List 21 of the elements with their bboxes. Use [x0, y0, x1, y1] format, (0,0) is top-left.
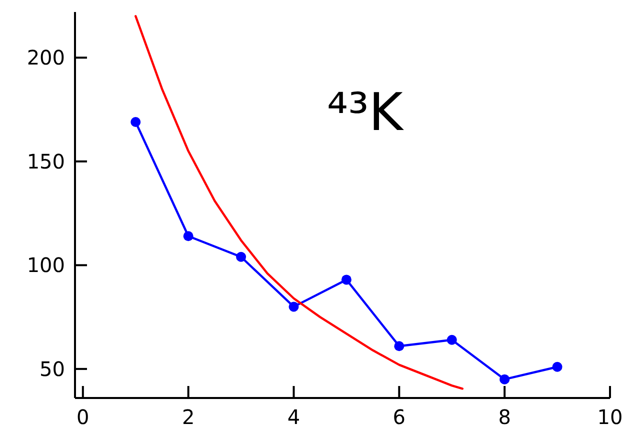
point [236, 252, 246, 262]
x-tick-label: 6 [392, 405, 406, 429]
y-tick-label: 200 [26, 46, 65, 70]
x-tick-label: 4 [287, 405, 300, 429]
x-tick-label: 0 [76, 405, 90, 429]
x-tick-label: 2 [182, 405, 195, 429]
point [394, 341, 404, 352]
point [288, 302, 299, 312]
x-tick-label: 8 [498, 405, 511, 429]
y-tick-label: 150 [26, 149, 65, 174]
point [130, 116, 141, 127]
point [500, 374, 510, 384]
line-series [134, 15, 464, 390]
annotation: ⁴³K [327, 83, 405, 143]
point [552, 362, 562, 372]
x-tick-label: 10 [597, 405, 623, 429]
point [341, 274, 352, 285]
y-tick-label: 50 [40, 356, 65, 381]
point [446, 334, 457, 345]
y-tick-label: 100 [26, 253, 65, 278]
point [183, 231, 194, 242]
